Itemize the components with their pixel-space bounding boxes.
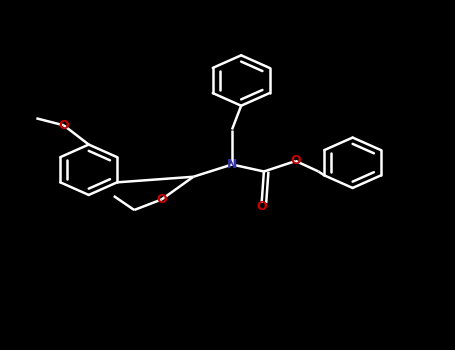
Text: N: N xyxy=(227,158,237,171)
Text: O: O xyxy=(58,119,69,132)
Text: O: O xyxy=(256,200,267,213)
Text: O: O xyxy=(156,193,167,206)
Text: O: O xyxy=(290,154,301,168)
